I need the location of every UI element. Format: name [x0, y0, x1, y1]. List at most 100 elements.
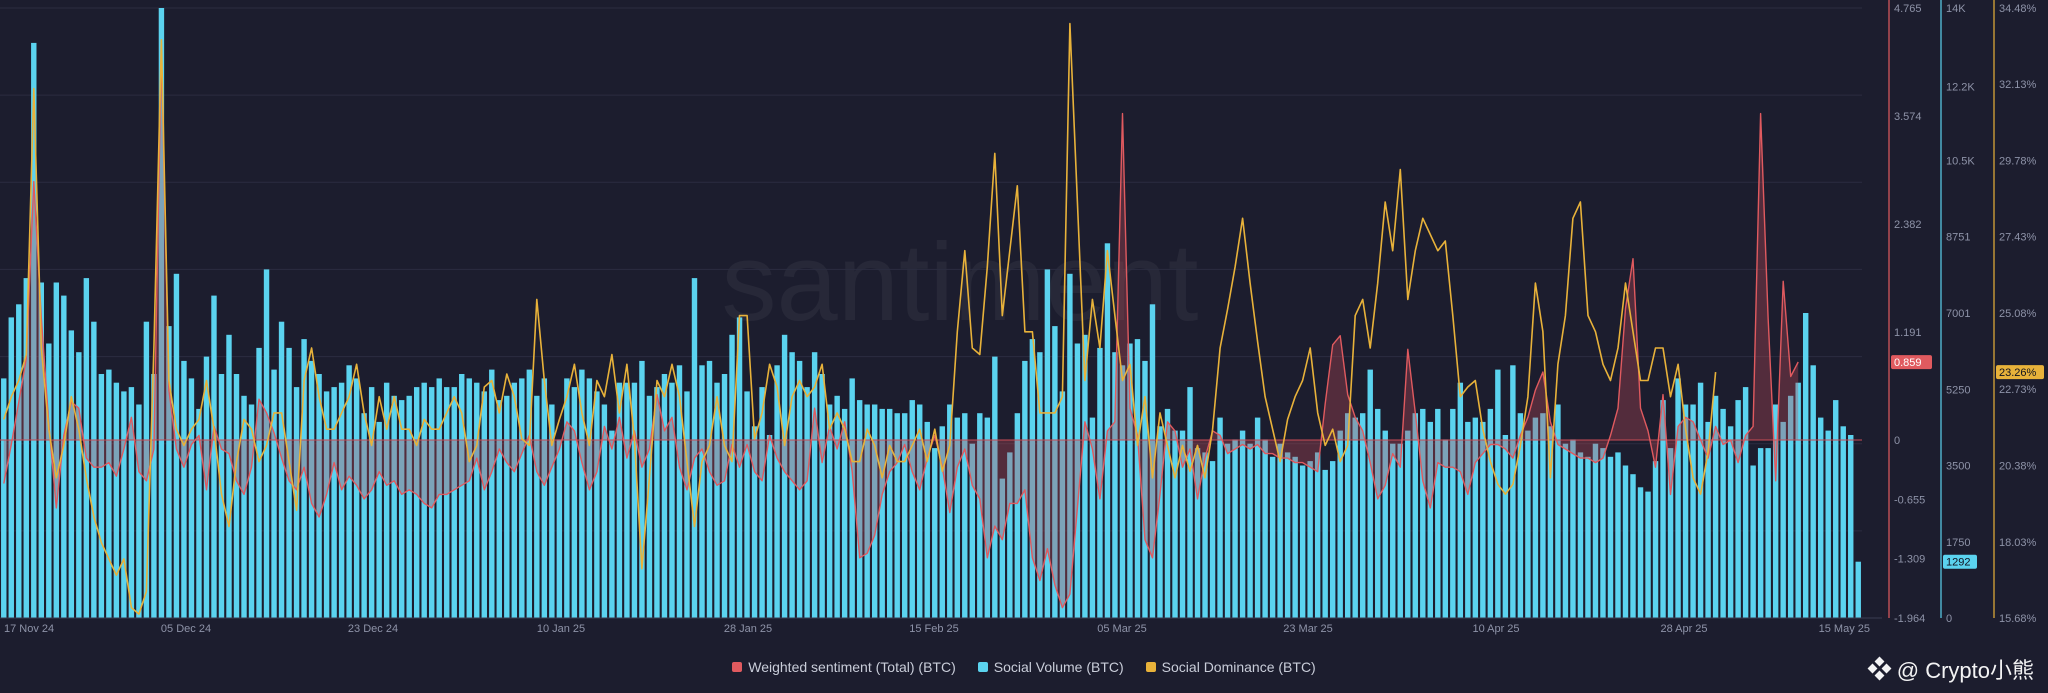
volume-bar	[744, 391, 750, 618]
volume-bar	[631, 382, 638, 618]
volume-bar	[151, 374, 157, 618]
volume-current-badge	[1943, 554, 1977, 569]
volume-bar	[1292, 456, 1298, 618]
volume-bar	[143, 321, 150, 618]
dominance-tick-label: 32.13%	[1999, 79, 2037, 91]
volume-bar	[1555, 404, 1561, 618]
volume-bar	[684, 391, 690, 618]
volume-bar	[962, 413, 968, 618]
volume-bar	[1427, 421, 1433, 618]
volume-bar	[1607, 456, 1614, 618]
volume-bar	[669, 382, 675, 618]
volume-bar	[361, 413, 367, 618]
volume-bar	[1757, 448, 1764, 618]
volume-bar	[1262, 439, 1268, 618]
volume-bar	[1848, 435, 1854, 618]
legend-item-volume[interactable]: Social Volume (BTC)	[977, 656, 1124, 678]
volume-bar	[609, 430, 615, 618]
volume-bar	[1397, 443, 1403, 618]
volume-bar	[1420, 408, 1426, 618]
volume-bar	[1269, 456, 1276, 618]
dominance-tick-label: 29.78%	[1999, 156, 2037, 168]
volume-bar	[1217, 417, 1223, 618]
volume-bar	[466, 378, 472, 618]
sentiment-tick-label: -1.309	[1894, 554, 1925, 566]
volume-bar	[1172, 430, 1178, 618]
volume-bar	[211, 295, 217, 618]
volume-bar	[811, 352, 818, 618]
volume-bar	[1637, 487, 1644, 618]
volume-bar	[1772, 404, 1779, 618]
volume-bar	[323, 391, 330, 618]
volume-bar	[136, 404, 142, 618]
volume-bar	[699, 365, 705, 618]
volume-tick-label: 8751	[1946, 232, 1970, 244]
volume-bar	[969, 443, 975, 618]
sentiment-tick-label: 0	[1894, 435, 1900, 447]
volume-bar	[856, 400, 863, 618]
volume-bar	[691, 278, 698, 618]
volume-bar	[1487, 408, 1494, 618]
volume-tick-label: 1750	[1946, 537, 1970, 549]
volume-bar	[751, 426, 758, 618]
volume-bar	[1052, 326, 1058, 618]
volume-bar	[1517, 413, 1524, 618]
volume-bar	[413, 387, 420, 618]
volume-bar	[504, 395, 510, 618]
volume-bar	[113, 382, 120, 618]
sentiment-current-label: 0.859	[1894, 357, 1922, 369]
volume-bar	[1712, 395, 1719, 618]
volume-bar	[1014, 413, 1021, 618]
volume-bar	[977, 413, 983, 618]
volume-bar	[1780, 421, 1786, 618]
volume-bar	[1157, 426, 1163, 618]
volume-bar	[879, 408, 885, 618]
volume-current-label: 1292	[1946, 557, 1970, 569]
volume-bar	[1344, 413, 1351, 618]
volume-bar	[1202, 452, 1208, 618]
volume-bar	[1727, 426, 1734, 618]
volume-bar	[1044, 269, 1051, 618]
sentiment-tick-label: -0.655	[1894, 494, 1925, 506]
dominance-line	[3, 22, 1717, 615]
volume-bar	[1179, 430, 1186, 618]
volume-tick-label: 14K	[1946, 3, 1966, 15]
volume-bar	[316, 374, 322, 618]
volume-bar	[436, 378, 442, 618]
volume-bar	[301, 339, 307, 618]
volume-bar	[226, 334, 232, 618]
volume-bar	[932, 448, 938, 618]
legend-item-sentiment[interactable]: Weighted sentiment (Total) (BTC)	[732, 656, 956, 678]
legend-item-dominance[interactable]: Social Dominance (BTC)	[1145, 656, 1316, 678]
sentiment-line	[3, 49, 1799, 609]
volume-bar	[421, 382, 427, 618]
volume-bar	[1795, 382, 1801, 618]
volume-bar	[1322, 469, 1328, 618]
volume-bar	[1209, 461, 1216, 618]
volume-tick-label: 12.2K	[1946, 81, 1975, 93]
volume-bar	[346, 365, 352, 618]
volume-bar	[1390, 443, 1396, 618]
volume-bar	[586, 378, 593, 618]
volume-bar	[1037, 352, 1043, 618]
volume-bar	[1833, 400, 1839, 618]
volume-bar	[248, 404, 255, 618]
x-tick-label: 10 Apr 25	[1472, 623, 1519, 635]
dominance-tick-label: 25.08%	[1999, 308, 2037, 320]
volume-bar	[1412, 413, 1418, 618]
volume-bar	[1510, 365, 1516, 618]
volume-bar	[1840, 426, 1846, 618]
volume-bar	[1540, 413, 1546, 618]
volume-bar	[1652, 461, 1659, 618]
legend: Weighted sentiment (Total) (BTC) Social …	[0, 656, 2048, 678]
volume-bar	[31, 42, 37, 618]
volume-bar	[1134, 339, 1141, 618]
volume-tick-label: 3500	[1946, 461, 1970, 473]
volume-bar	[46, 343, 52, 618]
volume-bar	[1645, 491, 1651, 618]
volume-bar	[181, 360, 187, 618]
volume-bar	[391, 395, 397, 618]
volume-bar	[774, 365, 780, 618]
volume-bar	[489, 369, 495, 618]
volume-bar	[556, 439, 563, 618]
